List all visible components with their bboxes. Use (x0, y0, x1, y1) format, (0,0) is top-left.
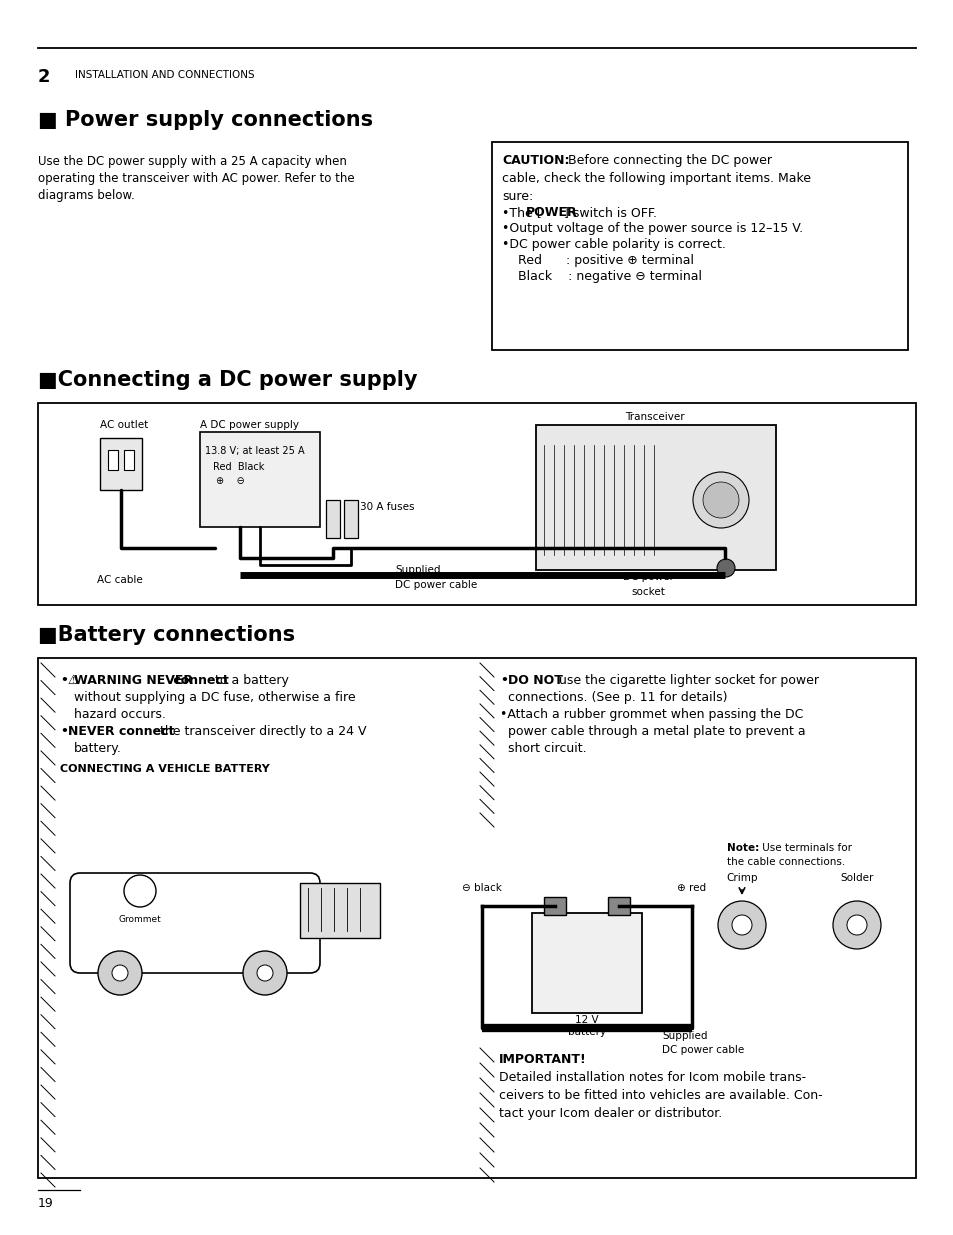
Bar (38, 658, 915, 1178)
Bar (344, 500, 357, 538)
Text: Before connecting the DC power: Before connecting the DC power (563, 154, 771, 167)
Bar (532, 913, 641, 1013)
Circle shape (718, 902, 765, 948)
Text: Grommet: Grommet (118, 915, 161, 924)
Text: socket: socket (630, 587, 664, 597)
Circle shape (98, 951, 142, 995)
Bar (326, 500, 339, 538)
Text: cable, check the following important items. Make: cable, check the following important ite… (501, 172, 810, 185)
Text: •Attach a rubber grommet when passing the DC: •Attach a rubber grommet when passing th… (499, 708, 802, 721)
Text: the transceiver directly to a 24 V: the transceiver directly to a 24 V (156, 725, 366, 739)
Text: ■Battery connections: ■Battery connections (38, 625, 294, 645)
Bar (492, 142, 907, 350)
Bar (124, 450, 133, 471)
Text: •DC power cable polarity is correct.: •DC power cable polarity is correct. (501, 238, 725, 251)
Text: diagrams below.: diagrams below. (38, 189, 134, 203)
Text: ⊕    ⊖: ⊕ ⊖ (215, 475, 245, 487)
Text: •Output voltage of the power source is 12–15 V.: •Output voltage of the power source is 1… (501, 222, 802, 235)
Text: Use terminals for: Use terminals for (759, 844, 851, 853)
Text: Crimp: Crimp (725, 873, 757, 883)
Text: CONNECTING A VEHICLE BATTERY: CONNECTING A VEHICLE BATTERY (60, 764, 270, 774)
Text: POWER: POWER (525, 206, 577, 219)
Text: •⚠: •⚠ (60, 674, 79, 687)
Text: 19: 19 (38, 1197, 53, 1210)
Text: the cable connections.: the cable connections. (726, 857, 844, 867)
Text: DC power: DC power (622, 572, 673, 582)
Text: 12 V
battery: 12 V battery (567, 1015, 605, 1037)
Circle shape (702, 482, 739, 517)
Text: Detailed installation notes for Icom mobile trans-: Detailed installation notes for Icom mob… (498, 1071, 805, 1084)
Text: Solder: Solder (840, 873, 873, 883)
Bar (200, 432, 319, 527)
Text: AC outlet: AC outlet (100, 420, 148, 430)
Text: WARNING NEVER: WARNING NEVER (74, 674, 193, 687)
Text: INSTALLATION AND CONNECTIONS: INSTALLATION AND CONNECTIONS (75, 70, 254, 80)
Circle shape (717, 559, 734, 577)
Text: 2: 2 (38, 68, 51, 86)
Text: Note:: Note: (726, 844, 759, 853)
Text: Transceiver: Transceiver (624, 412, 684, 422)
Text: Use the DC power supply with a 25 A capacity when: Use the DC power supply with a 25 A capa… (38, 156, 347, 168)
Text: DC power cable: DC power cable (395, 580, 476, 590)
Text: ceivers to be fitted into vehicles are available. Con-: ceivers to be fitted into vehicles are a… (498, 1089, 821, 1102)
Text: DO NOT: DO NOT (507, 674, 562, 687)
Text: NEVER connect: NEVER connect (68, 725, 174, 739)
Text: 30 A fuses: 30 A fuses (359, 501, 414, 513)
Text: ⊖ black: ⊖ black (461, 883, 501, 893)
Text: ] switch is OFF.: ] switch is OFF. (563, 206, 657, 219)
Text: ■ Power supply connections: ■ Power supply connections (38, 110, 373, 130)
Text: Red  Black: Red Black (213, 462, 264, 472)
Text: operating the transceiver with AC power. Refer to the: operating the transceiver with AC power.… (38, 172, 355, 185)
Text: connections. (See p. 11 for details): connections. (See p. 11 for details) (507, 692, 727, 704)
Text: power cable through a metal plate to prevent a: power cable through a metal plate to pre… (507, 725, 804, 739)
Bar (108, 450, 118, 471)
Bar (536, 425, 775, 571)
Text: Supplied: Supplied (395, 564, 440, 576)
Bar (543, 897, 565, 915)
Bar (299, 883, 379, 939)
Circle shape (692, 472, 748, 529)
Text: IMPORTANT!: IMPORTANT! (498, 1053, 586, 1066)
Bar (100, 438, 142, 490)
Text: use the cigarette lighter socket for power: use the cigarette lighter socket for pow… (555, 674, 818, 687)
Text: to a battery: to a battery (211, 674, 289, 687)
Circle shape (256, 965, 273, 981)
FancyBboxPatch shape (70, 873, 319, 973)
Bar (38, 403, 915, 605)
Text: A DC power supply: A DC power supply (200, 420, 298, 430)
Bar (607, 897, 629, 915)
Text: •The [: •The [ (501, 206, 541, 219)
Circle shape (832, 902, 880, 948)
Circle shape (112, 965, 128, 981)
Text: DC power cable: DC power cable (661, 1045, 743, 1055)
Text: AC cable: AC cable (97, 576, 143, 585)
Text: ⊕ red: ⊕ red (677, 883, 706, 893)
Circle shape (731, 915, 751, 935)
Text: tact your Icom dealer or distributor.: tact your Icom dealer or distributor. (498, 1107, 721, 1120)
Text: battery.: battery. (74, 742, 122, 755)
Text: •: • (60, 725, 68, 739)
Text: without supplying a DC fuse, otherwise a fire: without supplying a DC fuse, otherwise a… (74, 692, 355, 704)
Text: Black    : negative ⊖ terminal: Black : negative ⊖ terminal (517, 270, 701, 283)
Text: Supplied: Supplied (661, 1031, 707, 1041)
Circle shape (243, 951, 287, 995)
Text: CAUTION:: CAUTION: (501, 154, 569, 167)
Text: Red      : positive ⊕ terminal: Red : positive ⊕ terminal (517, 254, 693, 267)
Text: •: • (499, 674, 507, 687)
Text: short circuit.: short circuit. (507, 742, 586, 755)
Text: sure:: sure: (501, 190, 533, 203)
Text: ■Connecting a DC power supply: ■Connecting a DC power supply (38, 370, 417, 390)
Text: connect: connect (169, 674, 229, 687)
Circle shape (846, 915, 866, 935)
Text: 13.8 V; at least 25 A: 13.8 V; at least 25 A (205, 446, 304, 456)
Text: hazard occurs.: hazard occurs. (74, 708, 166, 721)
